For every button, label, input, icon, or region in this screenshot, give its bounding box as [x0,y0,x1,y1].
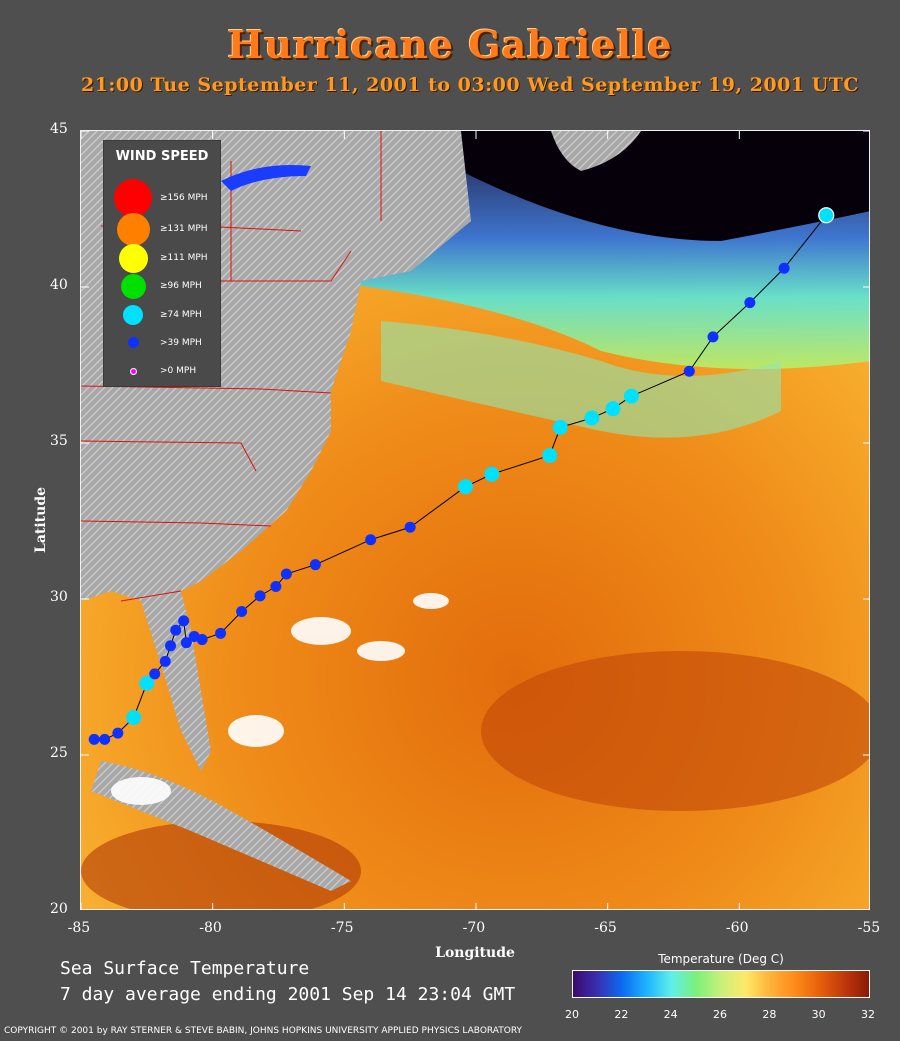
colorbar-tick-label: 24 [663,1008,678,1021]
x-tick-label: -65 [594,920,617,936]
state-borders [81,131,382,602]
colorbar-tick-label: 32 [861,1008,875,1021]
copyright-text: COPYRIGHT © 2001 by RAY STERNER & STEVE … [4,1026,523,1036]
great-lakes [221,165,311,191]
track-point[interactable] [457,479,473,495]
x-tick-label: -60 [725,920,749,936]
legend-item-111: ≥111 MPH [104,243,220,273]
track-point[interactable] [280,568,292,580]
map-subtitle: 21:00 Tue September 11, 2001 to 03:00 We… [80,74,860,96]
legend-label: ≥131 MPH [160,224,208,234]
track-point[interactable] [170,624,182,636]
track-points [88,207,835,745]
legend-item-74: ≥74 MPH [104,302,220,332]
track-point[interactable] [404,521,416,533]
sst-title: Sea Surface Temperature [60,958,310,979]
legend-label: ≥111 MPH [160,253,208,263]
track-point[interactable] [88,733,100,745]
gulf-stream-cool-edge [381,321,781,438]
track-point[interactable] [818,207,835,224]
x-tick-label: -85 [67,920,91,936]
y-tick-label: 45 [50,121,68,137]
legend-item-0: >0 MPH [104,361,220,391]
y-axis-label: Latitude [33,486,49,554]
track-point[interactable] [178,615,190,627]
legend-dot-cyan [123,305,143,325]
track-point[interactable] [180,637,192,649]
colorbar-tick-label: 30 [811,1008,826,1021]
x-tick-label: -70 [462,920,486,936]
track-point[interactable] [584,410,600,426]
warm-water-patch-2 [81,821,361,909]
track-point[interactable] [683,365,695,377]
track-point[interactable] [149,668,161,680]
legend-item-156: ≥156 MPH [104,179,220,217]
colorbar-tick-label: 28 [762,1008,777,1021]
legend-dot-yellow [119,244,148,273]
track-point[interactable] [744,297,756,309]
track-point[interactable] [270,581,282,593]
sst-subtitle: 7 day average ending 2001 Sep 14 23:04 G… [60,984,516,1005]
track-point[interactable] [484,466,500,482]
x-tick-label: -80 [199,920,222,936]
y-tick-label: 25 [50,745,68,761]
track-point[interactable] [605,401,621,417]
track-point[interactable] [165,640,177,652]
colorbar [572,970,870,998]
track-point[interactable] [215,627,227,639]
x-tick-label: -55 [857,920,881,936]
track-point[interactable] [309,559,321,571]
legend-item-131: ≥131 MPH [104,213,220,246]
axis-ticks [81,131,869,909]
land-nova-scotia [551,131,641,171]
map-area[interactable] [80,130,870,910]
track-point[interactable] [159,655,171,667]
map-svg [81,131,869,909]
track-point[interactable] [778,262,790,274]
legend-dot-blue [128,337,139,348]
legend-item-39: >39 MPH [104,332,220,362]
legend-dot-green [121,274,146,299]
track-point[interactable] [139,675,155,691]
cold-water [461,131,869,241]
y-tick-label: 35 [50,433,68,449]
track-point[interactable] [365,534,377,546]
track-point[interactable] [542,447,558,463]
colorbar-title: Temperature (Deg C) [658,952,784,966]
track-point[interactable] [99,733,111,745]
track-point[interactable] [623,388,639,404]
track-point[interactable] [236,605,248,617]
legend-title: WIND SPEED [115,149,209,164]
legend-label: >0 MPH [160,366,197,376]
legend-label: ≥74 MPH [160,310,202,320]
legend-item-96: ≥96 MPH [104,272,220,302]
colorbar-tick-label: 22 [614,1008,629,1021]
map-title: Hurricane Gabrielle [227,22,673,67]
legend-label: ≥96 MPH [160,281,202,291]
legend-label: >39 MPH [160,338,202,348]
wind-speed-legend: WIND SPEED ≥156 MPH ≥131 MPH ≥111 MPH ≥9… [103,140,221,387]
legend-dot-orange [117,213,150,246]
warm-water-patch [481,651,869,811]
track-point[interactable] [254,590,266,602]
track-point[interactable] [707,331,719,343]
clouds [111,593,449,805]
colorbar-tick-label: 26 [713,1008,727,1021]
y-tick-label: 30 [50,589,68,605]
track-point[interactable] [552,419,568,435]
x-axis-label: Longitude [435,945,515,961]
track-point[interactable] [112,727,124,739]
colorbar-tick-label: 20 [565,1008,579,1021]
legend-label: ≥156 MPH [160,193,208,203]
x-tick-label: -75 [330,920,354,936]
track-point[interactable] [126,710,142,726]
legend-dot-red [114,179,152,217]
legend-dot-magenta [130,368,137,375]
y-tick-label: 40 [50,277,68,293]
track-point[interactable] [196,634,208,646]
y-tick-label: 20 [50,901,68,917]
